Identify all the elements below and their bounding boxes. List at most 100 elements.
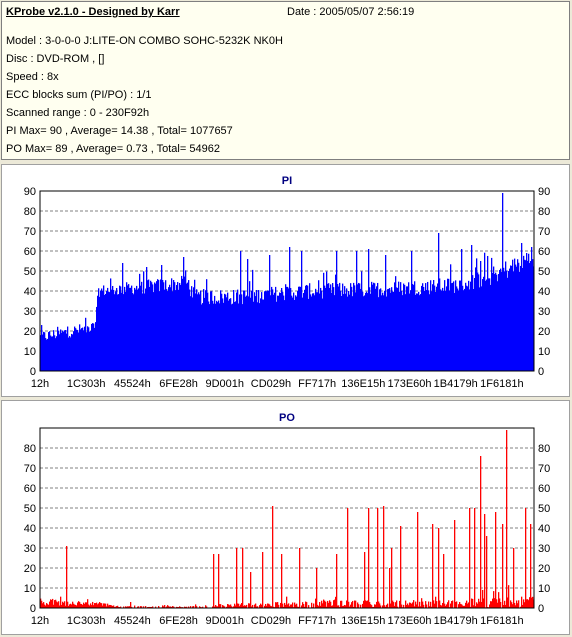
y-tick-label-right: 80 <box>538 206 550 218</box>
bar <box>383 506 384 608</box>
bar <box>456 601 457 608</box>
x-tick-label: 12h <box>31 615 49 627</box>
y-tick-label-right: 40 <box>538 523 550 535</box>
y-tick-label-right: 60 <box>538 483 550 495</box>
y-tick-label-right: 10 <box>538 583 550 595</box>
x-tick-label: 173E60h <box>387 378 431 390</box>
x-tick-label: 173E60h <box>387 615 431 627</box>
y-tick-label-left: 10 <box>24 583 36 595</box>
bar <box>316 568 317 608</box>
bar <box>377 508 378 608</box>
x-tick-label: 1C303h <box>67 615 106 627</box>
x-tick-label: 6FE28h <box>159 615 198 627</box>
y-tick-label-left: 0 <box>30 366 36 378</box>
x-tick-label: FF717h <box>298 615 336 627</box>
bar <box>525 508 526 608</box>
bar <box>368 508 369 608</box>
bar <box>454 520 455 608</box>
y-tick-label-left: 70 <box>24 226 36 238</box>
y-tick-label-left: 20 <box>24 563 36 575</box>
y-tick-label-right: 80 <box>538 443 550 455</box>
info-range: Scanned range : 0 - 230F92h <box>6 107 149 119</box>
y-tick-label-right: 50 <box>538 266 550 278</box>
bar <box>417 512 418 608</box>
y-tick-label-right: 50 <box>538 503 550 515</box>
y-tick-label-left: 60 <box>24 246 36 258</box>
y-tick-label-right: 20 <box>538 563 550 575</box>
bar <box>480 456 481 608</box>
x-tick-label: CD029h <box>251 378 291 390</box>
y-tick-label-left: 0 <box>30 603 36 615</box>
y-tick-label-left: 70 <box>24 463 36 475</box>
bar <box>486 536 487 608</box>
y-tick-label-right: 0 <box>538 603 544 615</box>
info-disc: Disc : DVD-ROM , [] <box>6 53 104 65</box>
y-tick-label-right: 70 <box>538 226 550 238</box>
y-tick-label-right: 30 <box>538 306 550 318</box>
bar <box>506 430 507 608</box>
bar <box>513 548 514 608</box>
bar <box>236 548 237 608</box>
bar <box>500 602 501 608</box>
x-tick-label: CD029h <box>251 615 291 627</box>
bar <box>213 554 214 608</box>
x-tick-label: 1F6181h <box>480 378 523 390</box>
chart-title: PI <box>282 175 292 187</box>
y-tick-label-left: 60 <box>24 483 36 495</box>
bar <box>391 548 392 608</box>
x-tick-label: 9D001h <box>205 615 244 627</box>
info-speed: Speed : 8x <box>6 71 59 83</box>
x-tick-label: 9D001h <box>205 378 244 390</box>
bar <box>220 604 221 608</box>
y-tick-label-right: 30 <box>538 543 550 555</box>
y-tick-label-right: 70 <box>538 463 550 475</box>
y-tick-label-left: 30 <box>24 306 36 318</box>
x-tick-label: 12h <box>31 378 49 390</box>
x-tick-label: 1F6181h <box>480 615 523 627</box>
bar <box>306 602 307 608</box>
x-tick-label: 1B4179h <box>434 378 478 390</box>
bar <box>484 514 485 608</box>
x-tick-label: 136E15h <box>341 615 385 627</box>
bar <box>66 546 67 608</box>
bar <box>336 554 337 608</box>
y-tick-label-left: 80 <box>24 206 36 218</box>
bar <box>358 604 359 608</box>
x-tick-label: FF717h <box>298 378 336 390</box>
bar <box>355 601 356 608</box>
bar <box>400 526 401 608</box>
bar <box>502 524 503 608</box>
bar <box>218 554 219 608</box>
info-po-stats: PO Max= 89 , Average= 0.73 , Total= 5496… <box>6 143 220 155</box>
y-tick-label-right: 90 <box>538 186 550 198</box>
y-tick-label-left: 50 <box>24 266 36 278</box>
y-tick-label-left: 50 <box>24 503 36 515</box>
bar <box>530 524 531 608</box>
info-panel: KProbe v2.1.0 - Designed by Karr Date : … <box>1 1 570 160</box>
bar <box>364 552 365 608</box>
y-tick-label-left: 90 <box>24 186 36 198</box>
y-tick-label-left: 40 <box>24 523 36 535</box>
bar <box>518 600 519 608</box>
app-title: KProbe v2.1.0 - Designed by Karr <box>6 6 180 18</box>
x-tick-label: 1C303h <box>67 378 106 390</box>
plot-area <box>40 428 534 608</box>
y-tick-label-right: 10 <box>538 346 550 358</box>
bar <box>436 601 437 608</box>
bar <box>281 554 282 608</box>
y-tick-label-right: 20 <box>538 326 550 338</box>
bar <box>272 506 273 608</box>
y-tick-label-left: 80 <box>24 443 36 455</box>
bar <box>299 548 300 608</box>
bar <box>426 604 427 608</box>
bar <box>438 528 439 608</box>
x-tick-label: 136E15h <box>341 378 385 390</box>
scan-date: Date : 2005/05/07 2:56:19 <box>287 6 414 18</box>
info-model: Model : 3-0-0-0 J:LITE-ON COMBO SOHC-523… <box>6 35 283 47</box>
bar <box>262 552 263 608</box>
y-tick-label-left: 20 <box>24 326 36 338</box>
